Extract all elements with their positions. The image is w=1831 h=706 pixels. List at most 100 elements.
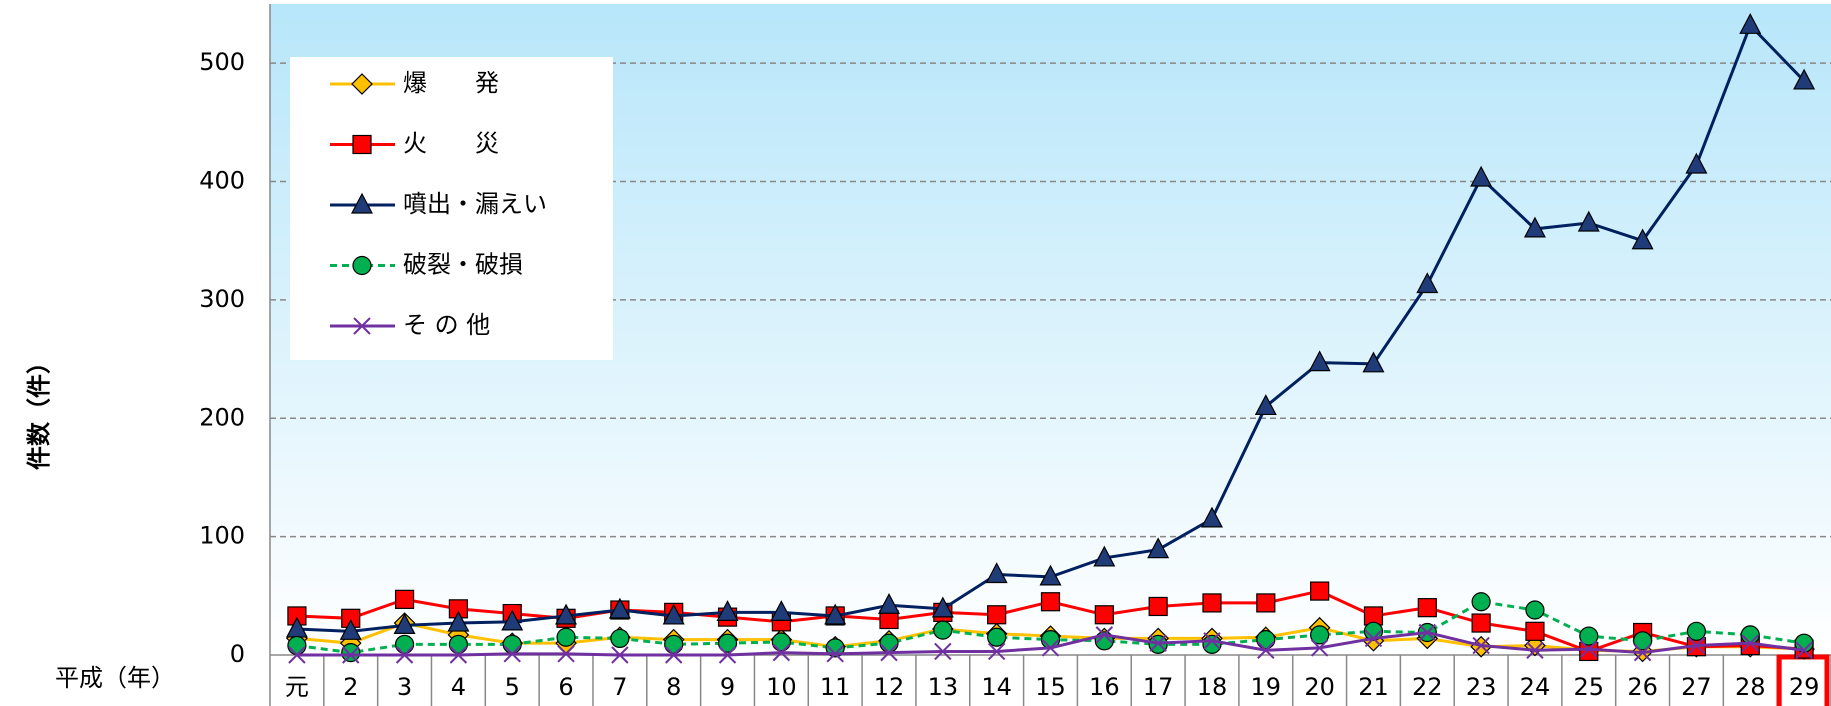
marker bbox=[717, 633, 738, 653]
marker bbox=[824, 603, 847, 625]
marker bbox=[770, 600, 793, 621]
marker bbox=[771, 632, 791, 652]
x-tick-label: 25 bbox=[1574, 673, 1605, 701]
x-axis-label: 平成（年） bbox=[55, 664, 175, 692]
marker bbox=[826, 645, 844, 663]
marker bbox=[1471, 613, 1491, 633]
marker bbox=[1525, 600, 1545, 620]
legend-label: 噴出・漏えい bbox=[403, 190, 547, 218]
marker bbox=[1417, 598, 1437, 618]
marker bbox=[288, 646, 306, 664]
x-tick-label: 2 bbox=[343, 673, 358, 701]
x-tick-label: 10 bbox=[766, 673, 797, 701]
marker bbox=[1202, 593, 1222, 613]
marker bbox=[1631, 228, 1654, 250]
marker bbox=[556, 627, 576, 647]
marker bbox=[1793, 68, 1816, 90]
x-tick-label: 28 bbox=[1735, 673, 1766, 701]
marker bbox=[1580, 640, 1598, 658]
x-tick-label: 12 bbox=[874, 673, 905, 701]
marker bbox=[1093, 545, 1116, 567]
x-tick-label: 16 bbox=[1089, 673, 1120, 701]
marker bbox=[1579, 626, 1599, 646]
marker bbox=[1416, 272, 1439, 294]
x-tick-label: 7 bbox=[612, 673, 627, 701]
marker bbox=[352, 255, 372, 276]
marker bbox=[718, 646, 737, 664]
marker bbox=[1526, 641, 1544, 659]
marker bbox=[879, 633, 899, 653]
marker bbox=[395, 646, 414, 664]
x-tick-label: 23 bbox=[1466, 673, 1497, 701]
marker bbox=[447, 610, 470, 632]
x-tick-label: 18 bbox=[1197, 673, 1228, 701]
marker bbox=[353, 317, 371, 335]
x-tick-label: 3 bbox=[397, 673, 412, 701]
marker bbox=[664, 634, 684, 654]
x-tick-label: 27 bbox=[1681, 673, 1712, 701]
marker bbox=[555, 603, 578, 625]
marker bbox=[1577, 210, 1600, 232]
marker bbox=[1523, 216, 1546, 238]
marker bbox=[985, 562, 1008, 584]
x-tick-label: 15 bbox=[1035, 673, 1066, 701]
x-tick-label: 4 bbox=[451, 673, 466, 701]
series bbox=[285, 13, 1816, 640]
marker bbox=[608, 597, 631, 619]
y-axis-label: 件数（件） bbox=[25, 350, 53, 470]
x-tick-label: 11 bbox=[820, 673, 851, 701]
marker bbox=[1149, 634, 1167, 652]
marker bbox=[1687, 636, 1706, 655]
marker bbox=[987, 627, 1007, 647]
marker bbox=[1040, 592, 1061, 612]
marker bbox=[449, 646, 468, 664]
marker bbox=[878, 592, 901, 614]
marker bbox=[394, 634, 415, 654]
marker bbox=[352, 134, 372, 155]
legend-label: 破裂・破損 bbox=[403, 251, 523, 279]
x-tick-label: 20 bbox=[1304, 673, 1335, 701]
marker bbox=[987, 642, 1006, 661]
x-tick-label: 19 bbox=[1251, 673, 1282, 701]
marker bbox=[662, 603, 685, 625]
marker bbox=[611, 646, 629, 664]
marker bbox=[1741, 634, 1759, 652]
marker bbox=[1256, 630, 1276, 650]
y-tick-label: 100 bbox=[199, 522, 245, 550]
marker bbox=[880, 643, 898, 662]
marker bbox=[1254, 394, 1277, 416]
x-tick-label: 29 bbox=[1789, 673, 1820, 701]
marker bbox=[1094, 605, 1114, 625]
marker bbox=[716, 600, 739, 621]
marker bbox=[1363, 621, 1384, 641]
marker bbox=[987, 605, 1007, 625]
marker bbox=[1364, 629, 1383, 648]
marker bbox=[1310, 625, 1330, 645]
marker bbox=[342, 646, 360, 664]
x-tick-label: 9 bbox=[720, 673, 735, 701]
marker bbox=[1685, 152, 1708, 174]
marker bbox=[1794, 633, 1814, 653]
marker bbox=[1471, 592, 1491, 612]
marker bbox=[1418, 623, 1436, 642]
x-tick-label: 22 bbox=[1412, 673, 1443, 701]
marker bbox=[557, 645, 575, 663]
marker bbox=[1310, 639, 1329, 657]
marker bbox=[1633, 631, 1653, 651]
x-tick-label: 17 bbox=[1143, 673, 1174, 701]
series bbox=[288, 623, 1813, 664]
y-tick-label: 200 bbox=[199, 403, 245, 431]
marker bbox=[503, 645, 521, 663]
marker bbox=[772, 643, 791, 662]
marker bbox=[1202, 634, 1222, 654]
marker bbox=[1739, 13, 1762, 34]
marker bbox=[1686, 621, 1707, 641]
marker bbox=[1525, 621, 1545, 641]
legend-label: そ の 他 bbox=[403, 311, 490, 339]
marker bbox=[501, 609, 524, 631]
marker bbox=[1041, 639, 1060, 657]
legend-label: 火 災 bbox=[403, 130, 499, 158]
marker bbox=[394, 589, 415, 609]
